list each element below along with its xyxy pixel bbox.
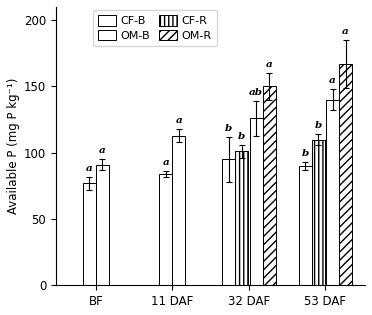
Bar: [298, 166, 311, 285]
Text: a: a: [86, 164, 93, 173]
Bar: [222, 159, 235, 285]
Bar: [263, 87, 276, 285]
Text: b: b: [301, 149, 309, 158]
Bar: [311, 140, 324, 285]
Bar: [159, 174, 172, 285]
Bar: [83, 183, 96, 285]
Bar: [96, 165, 109, 285]
Bar: [250, 118, 263, 285]
Text: a: a: [329, 76, 336, 85]
Bar: [339, 64, 352, 285]
Text: a: a: [99, 146, 106, 155]
Text: a: a: [163, 158, 169, 167]
Bar: [326, 100, 339, 285]
Text: a: a: [266, 60, 272, 69]
Text: b: b: [314, 121, 322, 130]
Text: ab: ab: [249, 88, 263, 97]
Text: a: a: [176, 116, 182, 125]
Text: b: b: [225, 124, 232, 133]
Bar: [235, 152, 248, 285]
Y-axis label: Available P (mg P kg⁻¹): Available P (mg P kg⁻¹): [7, 78, 20, 214]
Legend: CF-B, OM-B, CF-R, OM-R: CF-B, OM-B, CF-R, OM-R: [93, 10, 217, 46]
Text: a: a: [342, 27, 349, 36]
Bar: [172, 135, 185, 285]
Text: b: b: [238, 132, 245, 141]
